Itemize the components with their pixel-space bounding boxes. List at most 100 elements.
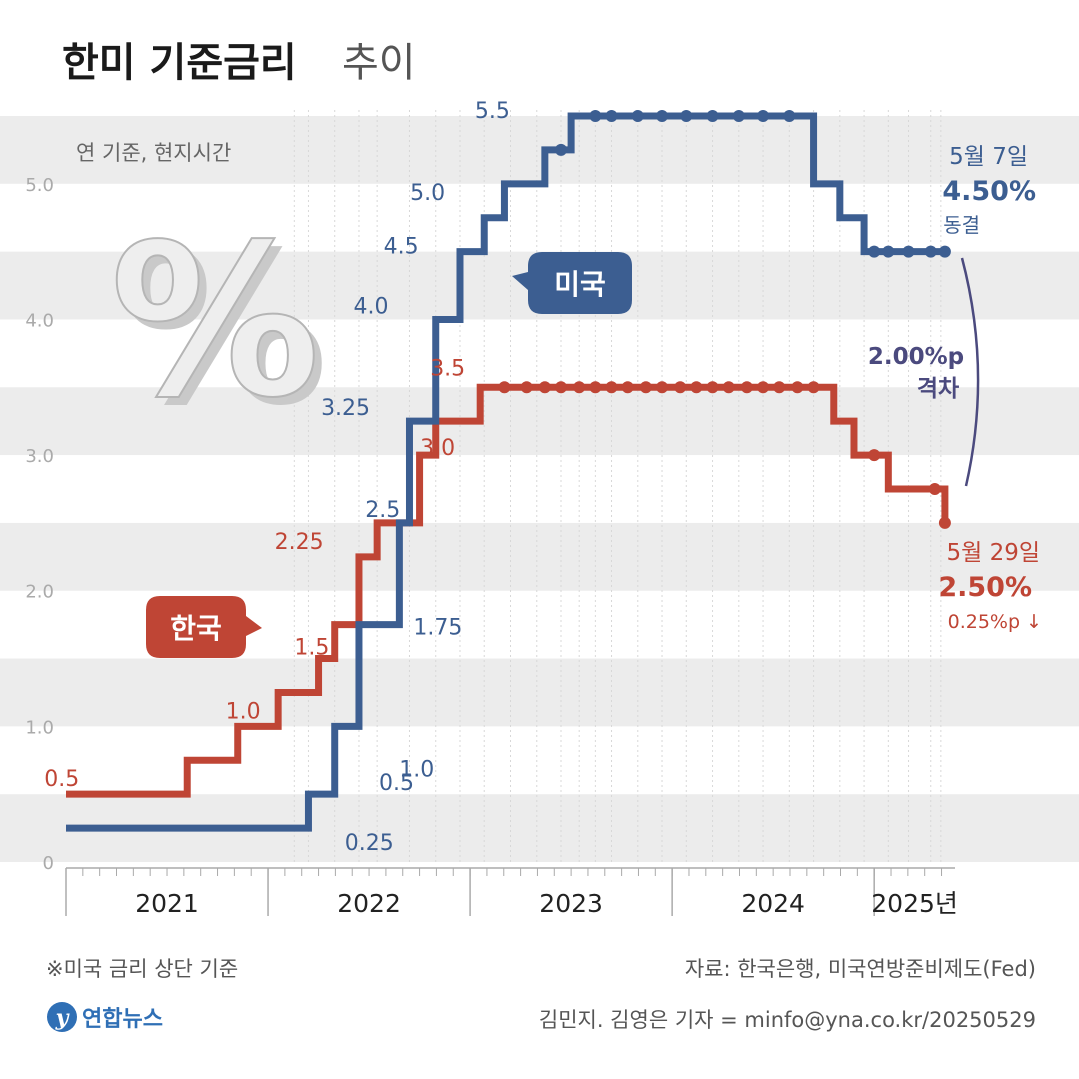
page-title-suffix: 추이 [342, 40, 416, 86]
hold-point [621, 381, 634, 394]
hold-point [928, 483, 941, 495]
hold-point [868, 449, 881, 462]
value-label: 5.5 [475, 99, 510, 124]
hold-point [807, 381, 820, 394]
y-tick-label: 0 [43, 853, 54, 874]
hold-point [690, 381, 703, 394]
hold-point [868, 245, 881, 258]
hold-point [656, 110, 669, 122]
series-us [66, 110, 951, 832]
value-label: 1.0 [226, 699, 261, 724]
y-tick-label: 1.0 [25, 717, 54, 738]
hold-point [732, 110, 745, 122]
decor-percent: % % [109, 198, 328, 452]
x-tick-label: 2021 [135, 889, 199, 918]
value-label: 2.5 [365, 498, 400, 523]
value-label: 5.0 [410, 181, 445, 206]
logo-icon [47, 1002, 77, 1032]
logo-icon-glyph: y [55, 1005, 71, 1031]
gap-bracket [960, 257, 980, 487]
value-label: 4.5 [384, 235, 419, 260]
background-band [0, 116, 1079, 184]
value-label: 0.25 [345, 831, 394, 856]
x-tick-label: 2023 [539, 889, 603, 918]
value-label: 3.25 [321, 396, 370, 421]
hold-point [706, 110, 719, 122]
y-tick-label: 5.0 [25, 175, 54, 196]
hold-point [520, 381, 533, 394]
y-tick-label: 3.0 [25, 446, 54, 467]
hold-point [924, 245, 937, 258]
hold-point [722, 381, 735, 394]
value-label: 4.0 [353, 294, 388, 319]
page-title: 한미 기준금리 [62, 40, 297, 86]
value-label: 2.25 [275, 530, 324, 555]
hold-point [538, 381, 551, 394]
value-label: 0.5 [44, 767, 79, 792]
value-label: 3.0 [420, 436, 455, 461]
hold-point [706, 381, 719, 394]
x-tick-label: 2024 [741, 889, 805, 918]
x-tick-label: 2025년 [871, 889, 958, 918]
us-end-value: 4.50% [942, 176, 1036, 207]
value-labels: 0.250.51.01.752.53.254.04.55.05.50.51.01… [44, 99, 510, 856]
hold-point [498, 381, 511, 394]
hold-point [573, 381, 586, 394]
value-label: 3.5 [430, 356, 465, 381]
hold-point [656, 381, 669, 394]
hold-point [631, 110, 644, 122]
hold-point [938, 245, 951, 258]
hold-point [555, 381, 568, 394]
hold-point [757, 110, 770, 122]
y-axis: 0 1.0 2.0 3.0 4.0 5.0 [25, 175, 54, 874]
legend-us-callout: 미국 [512, 252, 632, 314]
legend-us-bubble [512, 252, 632, 314]
hold-point [589, 110, 602, 122]
us-end-note: 동결 [943, 213, 980, 237]
gap-value: 2.00%p [868, 344, 964, 370]
series-step-line [66, 112, 945, 832]
hold-point [882, 245, 895, 258]
hold-point [674, 381, 687, 394]
legend-korea-callout: 한국 [146, 596, 262, 658]
legend-us-label: 미국 [554, 268, 606, 301]
legend-korea-label: 한국 [170, 612, 222, 645]
legend-korea-bubble [146, 596, 262, 658]
gap-text: 격차 [917, 376, 959, 402]
hold-point [555, 143, 568, 156]
x-tick-label: 2022 [337, 889, 401, 918]
hold-point [791, 381, 804, 394]
hold-point [902, 245, 915, 258]
chart-subtitle: 연 기준, 현지시간 [76, 141, 231, 165]
credit-text: 김민지. 김영은 기자 = minfo@yna.co.kr/20250529 [539, 1008, 1036, 1032]
hold-point [757, 381, 770, 394]
hold-point [783, 110, 796, 122]
hold-point [938, 516, 951, 529]
decor-percent-symbol: % [110, 199, 320, 444]
korea-end-note: 0.25%p ↓ [948, 611, 1042, 633]
y-tick-label: 2.0 [25, 582, 54, 603]
hold-point [680, 110, 693, 122]
background-band [0, 387, 1079, 456]
hold-point [639, 381, 652, 394]
decor-percent-shadow: % [118, 207, 328, 452]
y-tick-label: 4.0 [25, 310, 54, 331]
hold-point [589, 381, 602, 394]
meeting-guides [293, 110, 942, 862]
value-label: 1.0 [399, 757, 434, 782]
logo-text: 연합뉴스 [82, 1006, 163, 1032]
logo: y 연합뉴스 [47, 1002, 163, 1032]
korea-end-value: 2.50% [938, 572, 1032, 603]
value-label: 1.5 [294, 636, 329, 661]
footnote: ※미국 금리 상단 기준 [46, 957, 238, 981]
background-band [0, 522, 1079, 591]
korea-end-date: 5월 29일 [946, 540, 1040, 566]
hold-point [605, 110, 618, 122]
background-band [0, 658, 1079, 727]
hold-point [773, 381, 786, 394]
hold-point [740, 381, 753, 394]
x-axis: 2021 2022 2023 2024 2025년 [65, 867, 958, 918]
value-label: 0.5 [379, 771, 414, 796]
source-text: 자료: 한국은행, 미국연방준비제도(Fed) [685, 957, 1036, 981]
